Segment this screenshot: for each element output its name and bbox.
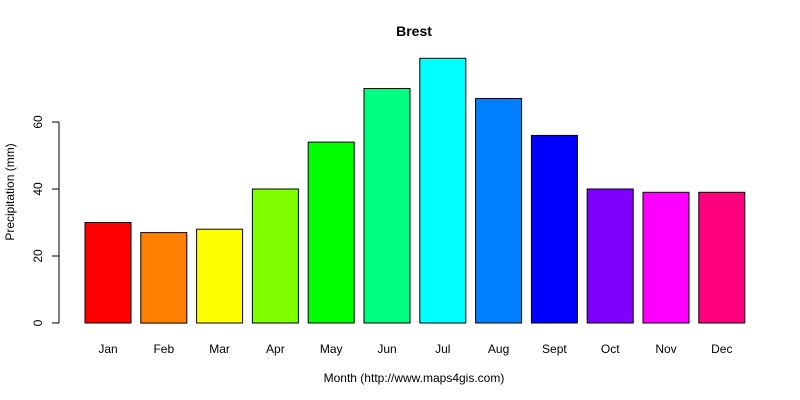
y-tick-label: 0 (31, 319, 45, 326)
x-tick-label: May (320, 342, 343, 356)
x-tick-label: Oct (601, 342, 620, 356)
y-axis: 0 20 40 60 (31, 115, 60, 326)
x-tick-label: Nov (655, 342, 676, 356)
x-tick-label: Jun (377, 342, 396, 356)
bar-may (307, 141, 355, 324)
x-tick-label: Feb (153, 342, 174, 356)
y-tick-label: 20 (31, 249, 45, 263)
bar-dec (698, 191, 746, 324)
bar-jun (363, 88, 411, 324)
x-tick-label: Apr (266, 342, 285, 356)
y-tick-label: 60 (31, 115, 45, 129)
x-tick-label: Dec (711, 342, 732, 356)
chart-title: Brest (396, 23, 432, 39)
bar-apr (251, 188, 299, 324)
bar-aug (475, 98, 523, 324)
x-tick-label: Aug (488, 342, 509, 356)
bar-sept (530, 134, 578, 324)
bars-group (84, 57, 746, 324)
x-tick-label: Sept (542, 342, 567, 356)
x-tick-label: Mar (209, 342, 230, 356)
bar-feb (140, 232, 188, 324)
bar-jul (419, 57, 467, 324)
bar-nov (642, 191, 690, 324)
x-tick-label: Jan (98, 342, 117, 356)
y-tick-label: 40 (31, 182, 45, 196)
x-axis-label: Month (http://www.maps4gis.com) (324, 371, 505, 385)
x-tick-label: Jul (435, 342, 450, 356)
bar-mar (196, 228, 244, 324)
x-tick-labels: Jan Feb Mar Apr May Jun Jul Aug Sept Oct Nov Dec (98, 342, 732, 356)
bar-jan (84, 222, 132, 324)
y-axis-label: Precipitation (mm) (3, 143, 17, 240)
bar-oct (586, 188, 634, 324)
